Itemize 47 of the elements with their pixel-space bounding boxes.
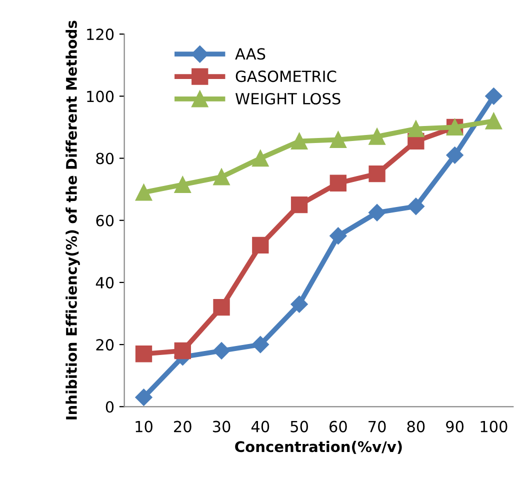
point xyxy=(212,342,230,360)
x-tick-label: 60 xyxy=(330,420,347,432)
point xyxy=(174,176,191,193)
point xyxy=(330,227,347,244)
x-tick-label: 40 xyxy=(251,420,270,432)
point xyxy=(330,131,346,148)
point xyxy=(408,120,424,138)
y-tick-label: 80 xyxy=(96,152,114,164)
x-tick-label: 80 xyxy=(407,420,425,432)
x-tick-label: 90 xyxy=(446,420,464,432)
point xyxy=(213,298,230,316)
y-tick-label: 100 xyxy=(87,90,114,102)
y-tick-label: 60 xyxy=(96,214,114,226)
y-tick-label: 0 xyxy=(106,401,114,413)
point xyxy=(290,196,308,214)
x-tick-label: 100 xyxy=(480,420,508,432)
point xyxy=(407,198,424,215)
point xyxy=(330,174,346,192)
x-tick-label: 20 xyxy=(174,420,192,432)
point xyxy=(213,168,230,186)
legend-label: GASOMETRIC xyxy=(236,70,336,82)
point xyxy=(368,128,386,145)
point xyxy=(135,184,152,201)
legend-label: WEIGHT LOSS xyxy=(236,92,340,105)
x-tick-label: 50 xyxy=(290,420,308,432)
point xyxy=(290,132,308,150)
y-axis-title: Inhibition Efficiency(%) of the Different Methods xyxy=(66,20,80,420)
point xyxy=(135,388,152,406)
y-tick-label: 20 xyxy=(96,339,114,351)
x-tick-label: 70 xyxy=(368,420,386,432)
point xyxy=(485,88,502,105)
point xyxy=(252,150,269,167)
legend-label: AAS xyxy=(235,48,266,60)
point xyxy=(290,296,308,313)
point xyxy=(368,204,386,222)
y-tick-label: 40 xyxy=(96,276,114,288)
point xyxy=(252,336,269,354)
point xyxy=(252,236,269,254)
y-tick-label: 120 xyxy=(87,28,114,40)
point xyxy=(174,342,191,360)
point xyxy=(485,112,502,130)
x-axis-title: Concentration(%v/v) xyxy=(235,440,402,454)
x-tick-label: 10 xyxy=(136,420,152,432)
x-tick-label: 30 xyxy=(212,420,230,432)
point xyxy=(446,146,464,164)
point xyxy=(368,165,386,182)
point xyxy=(135,346,152,362)
